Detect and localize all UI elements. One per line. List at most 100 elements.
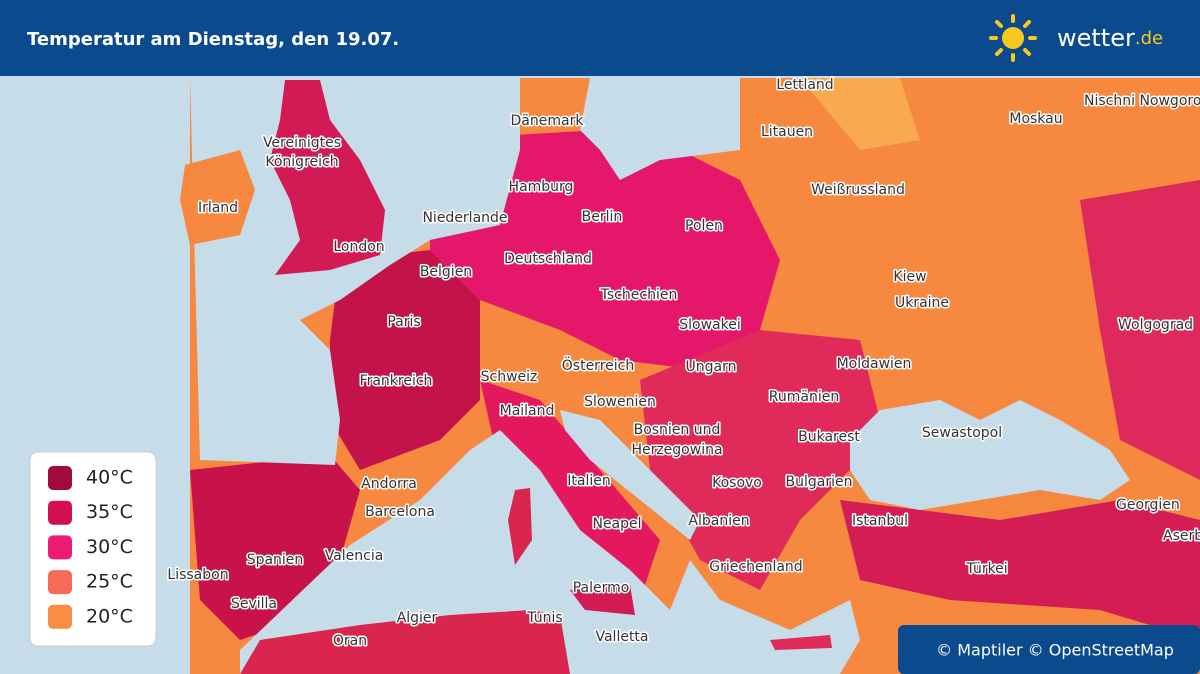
place-label: Paris [387, 314, 420, 330]
place-labels: Lettland Nischni Nowgoro Dänemark Verein… [166, 76, 1200, 651]
logo-text: wetter.de [1057, 24, 1163, 52]
place-label: Rumänien [769, 389, 839, 405]
attribution-box [898, 625, 1200, 674]
place-label: Niederlande [422, 210, 507, 226]
header-bar [0, 0, 1200, 76]
land [508, 488, 532, 565]
sun-ray [995, 48, 1003, 56]
heat-area [430, 130, 780, 370]
place-label: Moldawien [837, 356, 912, 372]
place-label: Albanien [688, 513, 749, 529]
heat-area [800, 78, 920, 150]
legend-swatch [48, 570, 72, 595]
sun [1002, 27, 1024, 49]
place-label: Georgien [1116, 497, 1180, 513]
place-label: Deutschland [504, 251, 592, 267]
legend-swatch [48, 466, 72, 490]
place-label: Kiew [893, 269, 926, 285]
sun-ray [1023, 48, 1031, 56]
place-label: Aserb [1163, 528, 1200, 544]
legend-label: 40°C [86, 467, 133, 489]
place-label: Nischni Nowgoro [1084, 93, 1200, 109]
place-label: Neapel [592, 516, 641, 532]
place-label: Mailand [500, 403, 555, 419]
land [240, 610, 570, 674]
place-label: Istanbul [852, 513, 908, 529]
heat-area [480, 380, 660, 600]
heat-area [330, 250, 480, 470]
place-label: London [333, 239, 384, 255]
sea [560, 410, 700, 540]
sun-ray [995, 20, 1003, 28]
place-label: Vereinigtes [263, 135, 341, 151]
legend-swatch [48, 500, 72, 525]
place-label: Tschechien [600, 287, 678, 303]
place-label: Irland [198, 200, 238, 216]
place-label: Tunis [526, 610, 562, 626]
place-label: Spanien [247, 552, 304, 568]
place-label: Schweiz [481, 369, 538, 385]
legend-label: 20°C [86, 605, 133, 627]
place-label: Wolgograd [1118, 317, 1193, 333]
place-label: Sevilla [231, 596, 277, 612]
place-label: Frankreich [360, 373, 433, 389]
land [270, 80, 385, 275]
sun-ray [1023, 20, 1031, 28]
land [770, 635, 832, 650]
place-label: Lettland [776, 77, 833, 93]
place-label: Türkei [965, 561, 1007, 577]
legend-label: 30°C [86, 536, 133, 558]
place-label: Lissabon [167, 567, 228, 583]
place-label: Berlin [582, 209, 623, 225]
place-label: Dänemark [511, 113, 585, 129]
place-label: Valencia [325, 548, 384, 564]
land [180, 150, 255, 245]
place-label: Andorra [361, 476, 417, 492]
place-label: Weißrussland [811, 182, 905, 198]
heat-area [1080, 180, 1200, 480]
land [570, 585, 635, 615]
logo-suffix: .de [1135, 28, 1163, 49]
place-label: Kosovo [712, 475, 762, 491]
place-label: Hamburg [509, 179, 574, 195]
attribution: © Maptiler © OpenStreetMap [936, 641, 1174, 660]
legend: 40°C 35°C 30°C 25°C 20°C [48, 466, 133, 629]
heat-area [640, 330, 880, 590]
place-label: Oran [333, 633, 367, 649]
place-label: Herzegowina [631, 442, 722, 458]
place-label: Litauen [761, 124, 813, 140]
place-label: Polen [685, 218, 723, 234]
place-label: Algier [397, 610, 438, 626]
legend-swatch [48, 604, 72, 629]
place-label: Slowakei [679, 317, 740, 333]
place-label: Belgien [420, 264, 472, 280]
legend-label: 25°C [86, 571, 133, 593]
place-label: Italien [567, 473, 610, 489]
legend-box [29, 451, 157, 647]
logo-main: wetter [1057, 24, 1135, 52]
logo-icon [989, 14, 1037, 62]
place-label: Bukarest [798, 429, 860, 445]
sea [190, 78, 520, 465]
place-label: Slowenien [584, 394, 656, 410]
place-label: Moskau [1009, 111, 1062, 127]
place-label: Ungarn [686, 359, 737, 375]
place-label: Valletta [595, 629, 648, 645]
heat-area [840, 500, 1200, 640]
place-label: Ukraine [895, 295, 949, 311]
sea [580, 78, 740, 180]
place-label: Königreich [265, 154, 338, 170]
legend-label: 35°C [86, 501, 133, 523]
place-label: Griechenland [709, 559, 802, 575]
sea [240, 430, 860, 674]
sea [850, 400, 1130, 510]
place-label: Sewastopol [922, 425, 1002, 441]
place-label: Österreich [562, 356, 634, 374]
place-label: Bulgarien [786, 474, 853, 490]
header-title: Temperatur am Dienstag, den 19.07. [27, 29, 399, 50]
place-label: Bosnien und [634, 422, 721, 438]
place-label: Barcelona [365, 504, 435, 520]
legend-swatch [48, 535, 72, 560]
